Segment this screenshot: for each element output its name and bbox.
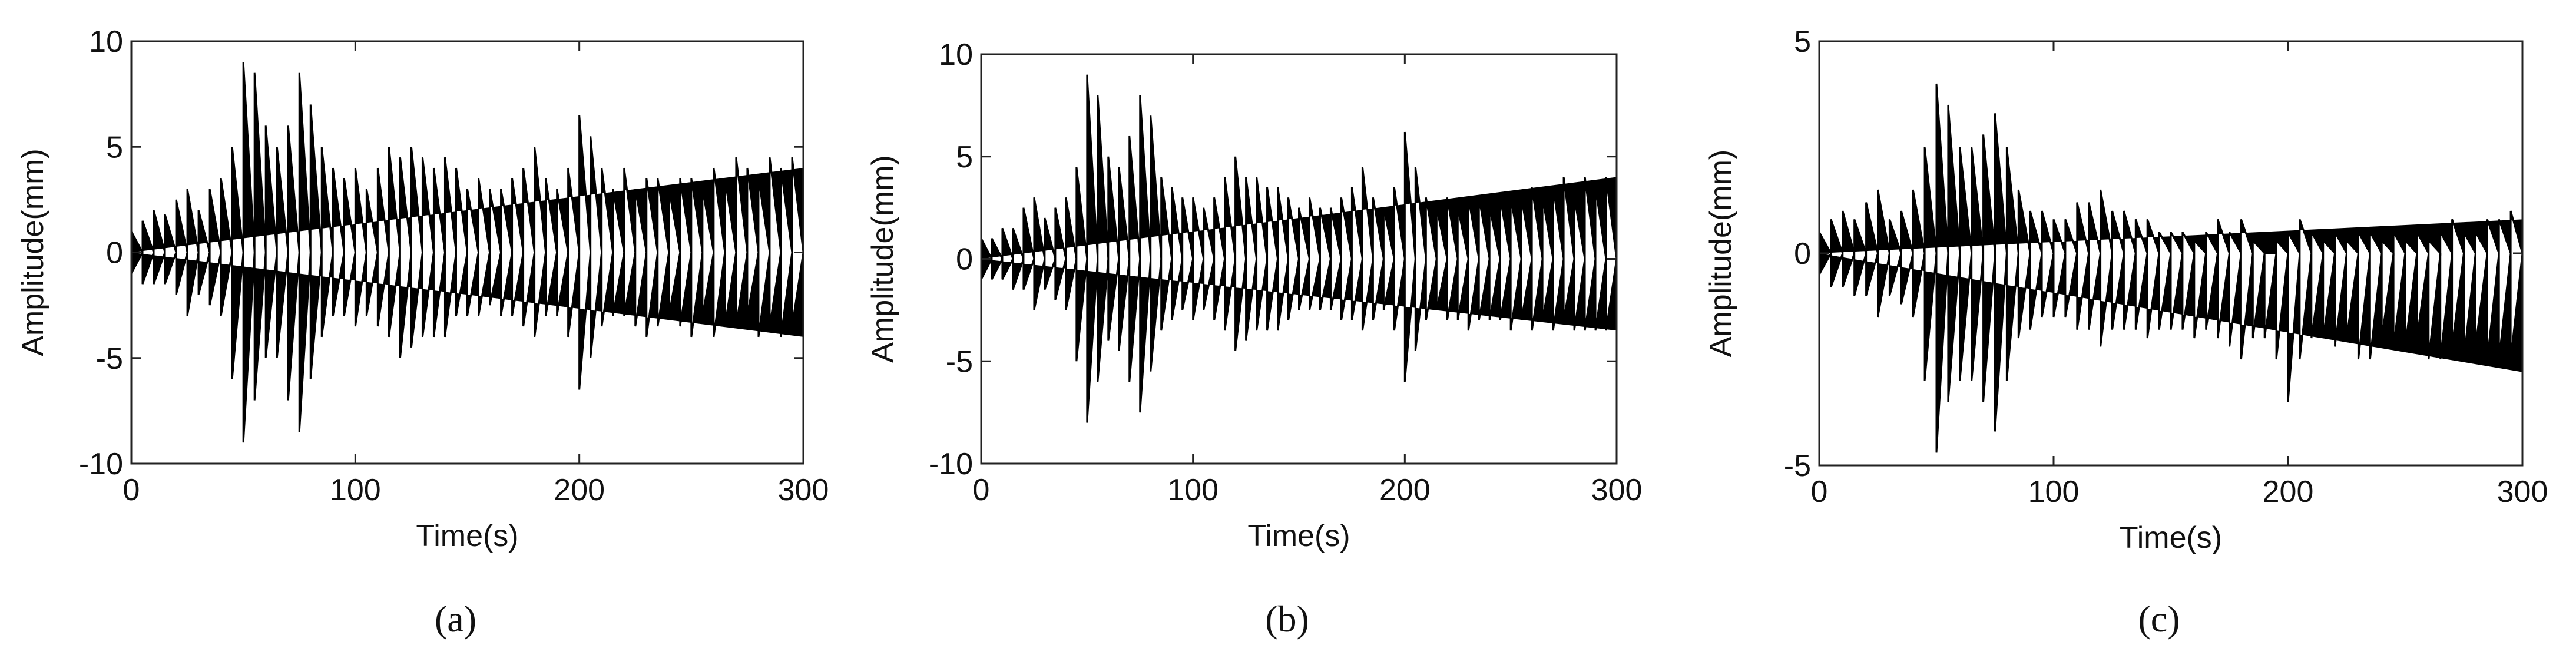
panel-caption: (c) [2138, 598, 2180, 640]
waveform [980, 258, 1618, 423]
y-tick-label: 5 [106, 130, 123, 164]
x-tick-label: 100 [330, 473, 381, 507]
y-tick-label: 5 [956, 140, 973, 174]
x-tick-label: 200 [2263, 475, 2314, 509]
y-tick-label: 10 [939, 38, 973, 72]
y-tick-label: 0 [956, 243, 973, 277]
y-tick-label: 0 [106, 236, 123, 270]
waveform [130, 252, 804, 443]
y-tick-label: -5 [946, 345, 973, 379]
panel-caption: (a) [435, 598, 476, 640]
x-tick-label: 0 [123, 473, 140, 507]
x-tick-label: 200 [1379, 473, 1431, 507]
x-tick-label: 100 [2028, 475, 2080, 509]
y-tick-label: 5 [1794, 25, 1811, 59]
waveform [1818, 253, 2524, 453]
y-axis-label: Amplitude(mm) [16, 148, 50, 356]
x-tick-label: 300 [778, 473, 829, 507]
y-tick-label: 10 [89, 25, 123, 59]
y-axis-label: Amplitude(mm) [866, 155, 900, 363]
y-tick-label: -5 [1784, 449, 1811, 483]
x-tick-label: 100 [1167, 473, 1219, 507]
waveform [1818, 83, 2524, 256]
x-tick-label: 0 [1811, 475, 1828, 509]
y-tick-label: -10 [929, 447, 973, 481]
x-tick-label: 0 [973, 473, 990, 507]
waveform [980, 74, 1618, 260]
x-axis-label: Time(s) [2120, 521, 2222, 555]
x-tick-label: 300 [1591, 473, 1643, 507]
waveform [130, 62, 804, 253]
x-tick-label: 200 [554, 473, 605, 507]
panel-caption: (b) [1265, 598, 1309, 640]
y-axis-label: Amplitude(mm) [1704, 150, 1738, 358]
y-tick-label: -10 [79, 447, 123, 481]
x-tick-label: 300 [2497, 475, 2548, 509]
y-tick-label: -5 [96, 342, 123, 376]
x-axis-label: Time(s) [1247, 519, 1350, 553]
x-axis-label: Time(s) [416, 519, 518, 553]
y-tick-label: 0 [1794, 237, 1811, 271]
